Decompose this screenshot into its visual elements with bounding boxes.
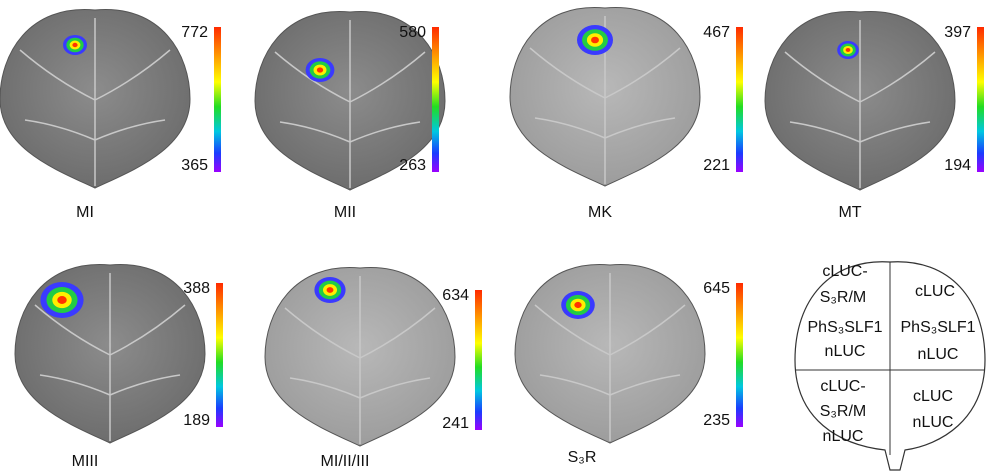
panel-label: MIII — [72, 453, 99, 470]
colorbar-min: 235 — [703, 412, 730, 429]
schematic-text: cLUC- — [820, 378, 865, 395]
panel-label: MII — [334, 204, 356, 221]
luminescence-spot — [57, 296, 67, 304]
luminescence-spot — [591, 37, 599, 44]
panel-label: MK — [588, 204, 612, 221]
panel: 467 221 MK — [510, 8, 743, 222]
panel-label: MT — [838, 204, 861, 221]
schematic-text: nLUC — [918, 346, 959, 363]
panel: 388 189 MIII — [15, 265, 223, 471]
colorbar-max: 645 — [703, 280, 730, 297]
panel: 645 235 S₃R — [515, 265, 743, 467]
colorbar — [475, 290, 482, 430]
schematic: cLUC- S₃R/M PhS₃SLF1 nLUC cLUC PhS₃SLF1 nLUC cL… — [795, 262, 985, 470]
schematic-text: cLUC- — [822, 263, 867, 280]
luminescence-spot — [72, 43, 77, 47]
colorbar-max: 580 — [399, 24, 426, 41]
schematic-text: nLUC — [823, 428, 864, 445]
panel: 580 263 MII — [255, 12, 445, 222]
luminescence-spot — [327, 287, 334, 293]
schematic-text: S₃R/M — [820, 403, 867, 420]
colorbar — [977, 27, 984, 172]
colorbar — [216, 283, 223, 427]
colorbar — [736, 283, 743, 427]
luminescence-spot — [574, 302, 581, 308]
colorbar-max: 772 — [181, 24, 208, 41]
colorbar-min: 194 — [944, 157, 971, 174]
panel-label: MI/II/III — [321, 453, 370, 470]
colorbar-min: 241 — [442, 415, 469, 432]
schematic-text: nLUC — [913, 414, 954, 431]
colorbar-min: 189 — [183, 412, 210, 429]
colorbar — [736, 27, 743, 172]
panel: 397 194 MT — [765, 12, 984, 222]
colorbar — [214, 27, 221, 172]
panel: 634 241 MI/II/III — [265, 268, 482, 471]
luminescence-spot — [846, 48, 851, 52]
colorbar-min: 365 — [181, 157, 208, 174]
figure: 772 365 MI 580 263 MII 467 221 MK 397 194 MT 388 189 M… — [0, 0, 1001, 474]
schematic-text: nLUC — [825, 343, 866, 360]
colorbar-min: 263 — [399, 157, 426, 174]
schematic-text: cLUC — [913, 388, 953, 405]
luminescence-spot — [317, 67, 323, 72]
colorbar-min: 221 — [703, 157, 730, 174]
panel: 772 365 MI — [0, 10, 221, 222]
panel-label: MI — [76, 204, 94, 221]
schematic-text: cLUC — [915, 283, 955, 300]
colorbar — [432, 27, 439, 172]
panel-label: S₃R — [568, 449, 597, 466]
schematic-text: S₃R/M — [820, 289, 867, 306]
colorbar-max: 634 — [442, 287, 469, 304]
colorbar-max: 388 — [183, 280, 210, 297]
schematic-text: PhS₃SLF1 — [808, 319, 883, 336]
colorbar-max: 397 — [944, 24, 971, 41]
colorbar-max: 467 — [703, 24, 730, 41]
schematic-text: PhS₃SLF1 — [901, 319, 976, 336]
